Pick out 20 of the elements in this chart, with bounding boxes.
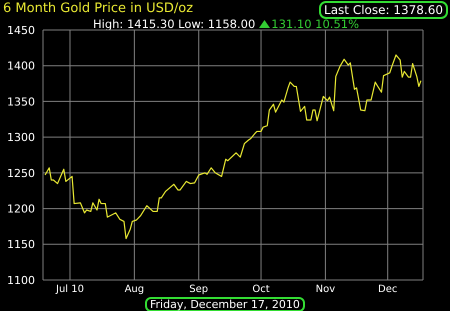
y-tick-label: 1400 (7, 60, 35, 73)
chart-subtitle: High: 1415.30 Low: 1158.00 (93, 17, 256, 31)
y-tick-label: 1200 (7, 202, 35, 216)
x-tick-label: Dec (378, 284, 398, 296)
x-tick-label: Sep (189, 284, 208, 296)
y-tick-label: 1350 (7, 95, 35, 108)
y-tick-label: 1150 (7, 238, 35, 252)
x-tick-label: Jul 10 (55, 284, 84, 296)
y-tick-label: 1300 (7, 131, 35, 144)
text: Friday, December 17, 2010 (145, 297, 305, 311)
line-series (44, 54, 422, 240)
x-tick-label: Nov (316, 284, 336, 296)
annotation: 131.10 10.51% (271, 17, 360, 31)
x-tick-label: Aug (124, 284, 144, 296)
y-tick-label: 1450 (7, 24, 35, 37)
y-tick-label: 1100 (7, 274, 35, 287)
chart-title: 6 Month Gold Price in USD/oz (3, 1, 194, 16)
x-tick-label: Oct (252, 284, 270, 296)
y-tick-label: 1250 (7, 166, 35, 180)
text: Last Close: 1378.60 (319, 1, 448, 19)
